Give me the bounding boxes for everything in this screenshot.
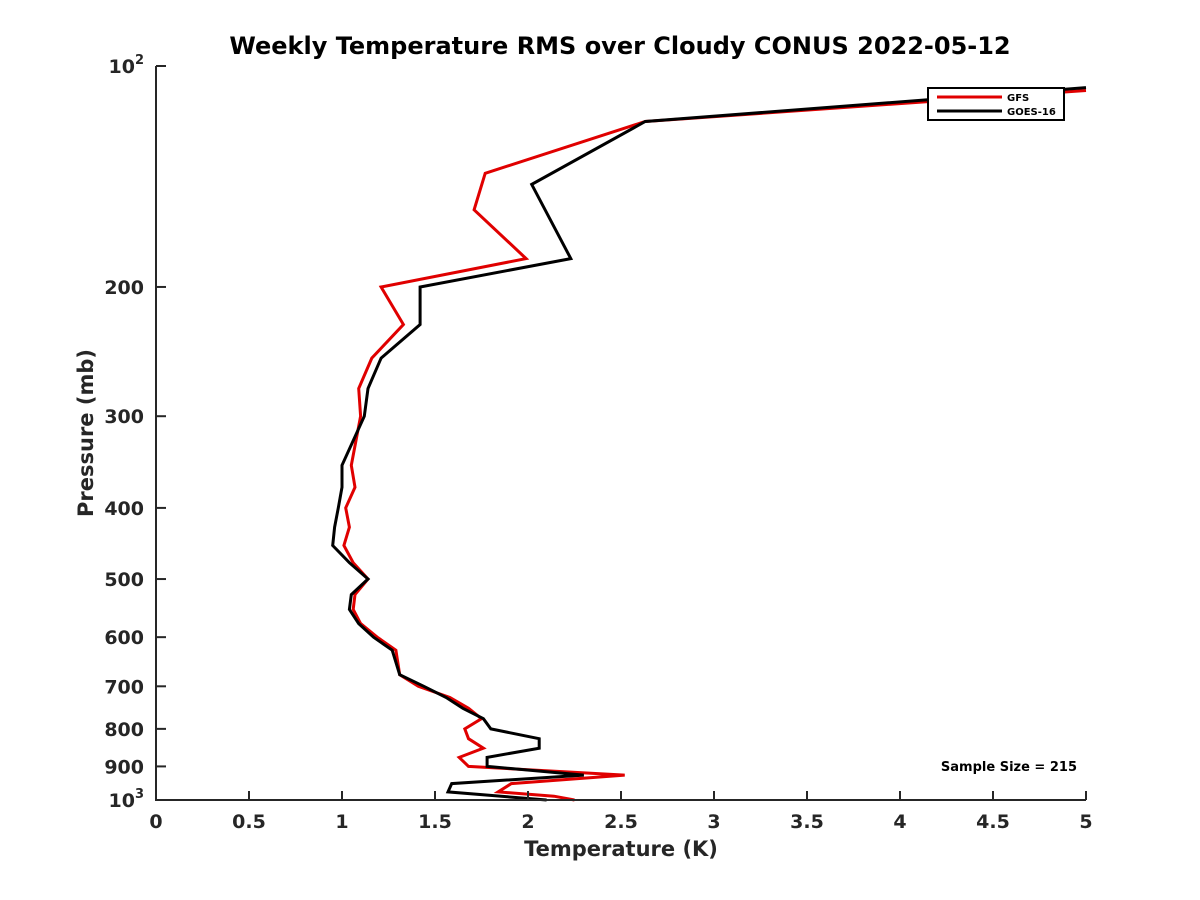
y-tick-label: 600 bbox=[104, 627, 144, 649]
sample-size-annotation: Sample Size = 215 bbox=[941, 760, 1077, 775]
y-tick-label-base: 500 bbox=[104, 569, 144, 591]
y-tick-label-base: 600 bbox=[104, 627, 144, 649]
y-tick-label-base: 400 bbox=[104, 498, 144, 520]
series-line-gfs bbox=[342, 89, 1087, 802]
y-tick-label: 300 bbox=[104, 406, 144, 428]
y-tick-label-base: 10 bbox=[109, 790, 135, 812]
chart-legend: GFS GOES-16 bbox=[927, 87, 1065, 121]
x-tick-label: 4 bbox=[893, 811, 906, 833]
y-tick-label-base: 300 bbox=[104, 406, 144, 428]
legend-label-gfs: GFS bbox=[1007, 93, 1029, 104]
x-axis-label: Temperature (K) bbox=[524, 837, 718, 861]
series-layer bbox=[331, 86, 1087, 802]
chart-title: Weekly Temperature RMS over Cloudy CONUS… bbox=[229, 32, 1010, 60]
y-tick-label: 400 bbox=[104, 498, 144, 520]
y-tick-label-base: 800 bbox=[104, 719, 144, 741]
legend-box bbox=[927, 87, 1065, 121]
y-tick-label-base: 200 bbox=[104, 277, 144, 299]
y-tick-label-base: 900 bbox=[104, 756, 144, 778]
series-line-goes-16 bbox=[331, 86, 1087, 802]
x-tick-label: 2.5 bbox=[604, 811, 638, 833]
y-tick-label: 700 bbox=[104, 676, 144, 698]
y-tick-label-exponent: 2 bbox=[135, 53, 144, 68]
x-tick-label: 2 bbox=[521, 811, 534, 833]
y-tick-label: 103 bbox=[109, 787, 145, 812]
y-tick-label: 800 bbox=[104, 719, 144, 741]
y-tick-label-exponent: 3 bbox=[135, 787, 144, 802]
x-tick-label: 3.5 bbox=[790, 811, 824, 833]
x-tick-label: 0.5 bbox=[232, 811, 266, 833]
y-tick-label-base: 10 bbox=[109, 56, 135, 78]
x-tick-label: 1 bbox=[335, 811, 348, 833]
x-tick-label: 3 bbox=[707, 811, 720, 833]
y-tick-label: 500 bbox=[104, 569, 144, 591]
y-tick-label-base: 700 bbox=[104, 676, 144, 698]
y-axis-label: Pressure (mb) bbox=[74, 349, 98, 517]
y-tick-label: 200 bbox=[104, 277, 144, 299]
x-tick-label: 4.5 bbox=[976, 811, 1010, 833]
y-tick-label: 900 bbox=[104, 756, 144, 778]
x-axis-ticks: 0 0.5 1 1.5 2 2.5 3 3.5 4 4.5 5 bbox=[149, 791, 1093, 833]
x-tick-label: 5 bbox=[1079, 811, 1092, 833]
legend-label-goes-16: GOES-16 bbox=[1007, 107, 1056, 118]
y-tick-label: 102 bbox=[109, 53, 145, 78]
x-tick-label: 0 bbox=[149, 811, 162, 833]
x-tick-label: 1.5 bbox=[418, 811, 452, 833]
